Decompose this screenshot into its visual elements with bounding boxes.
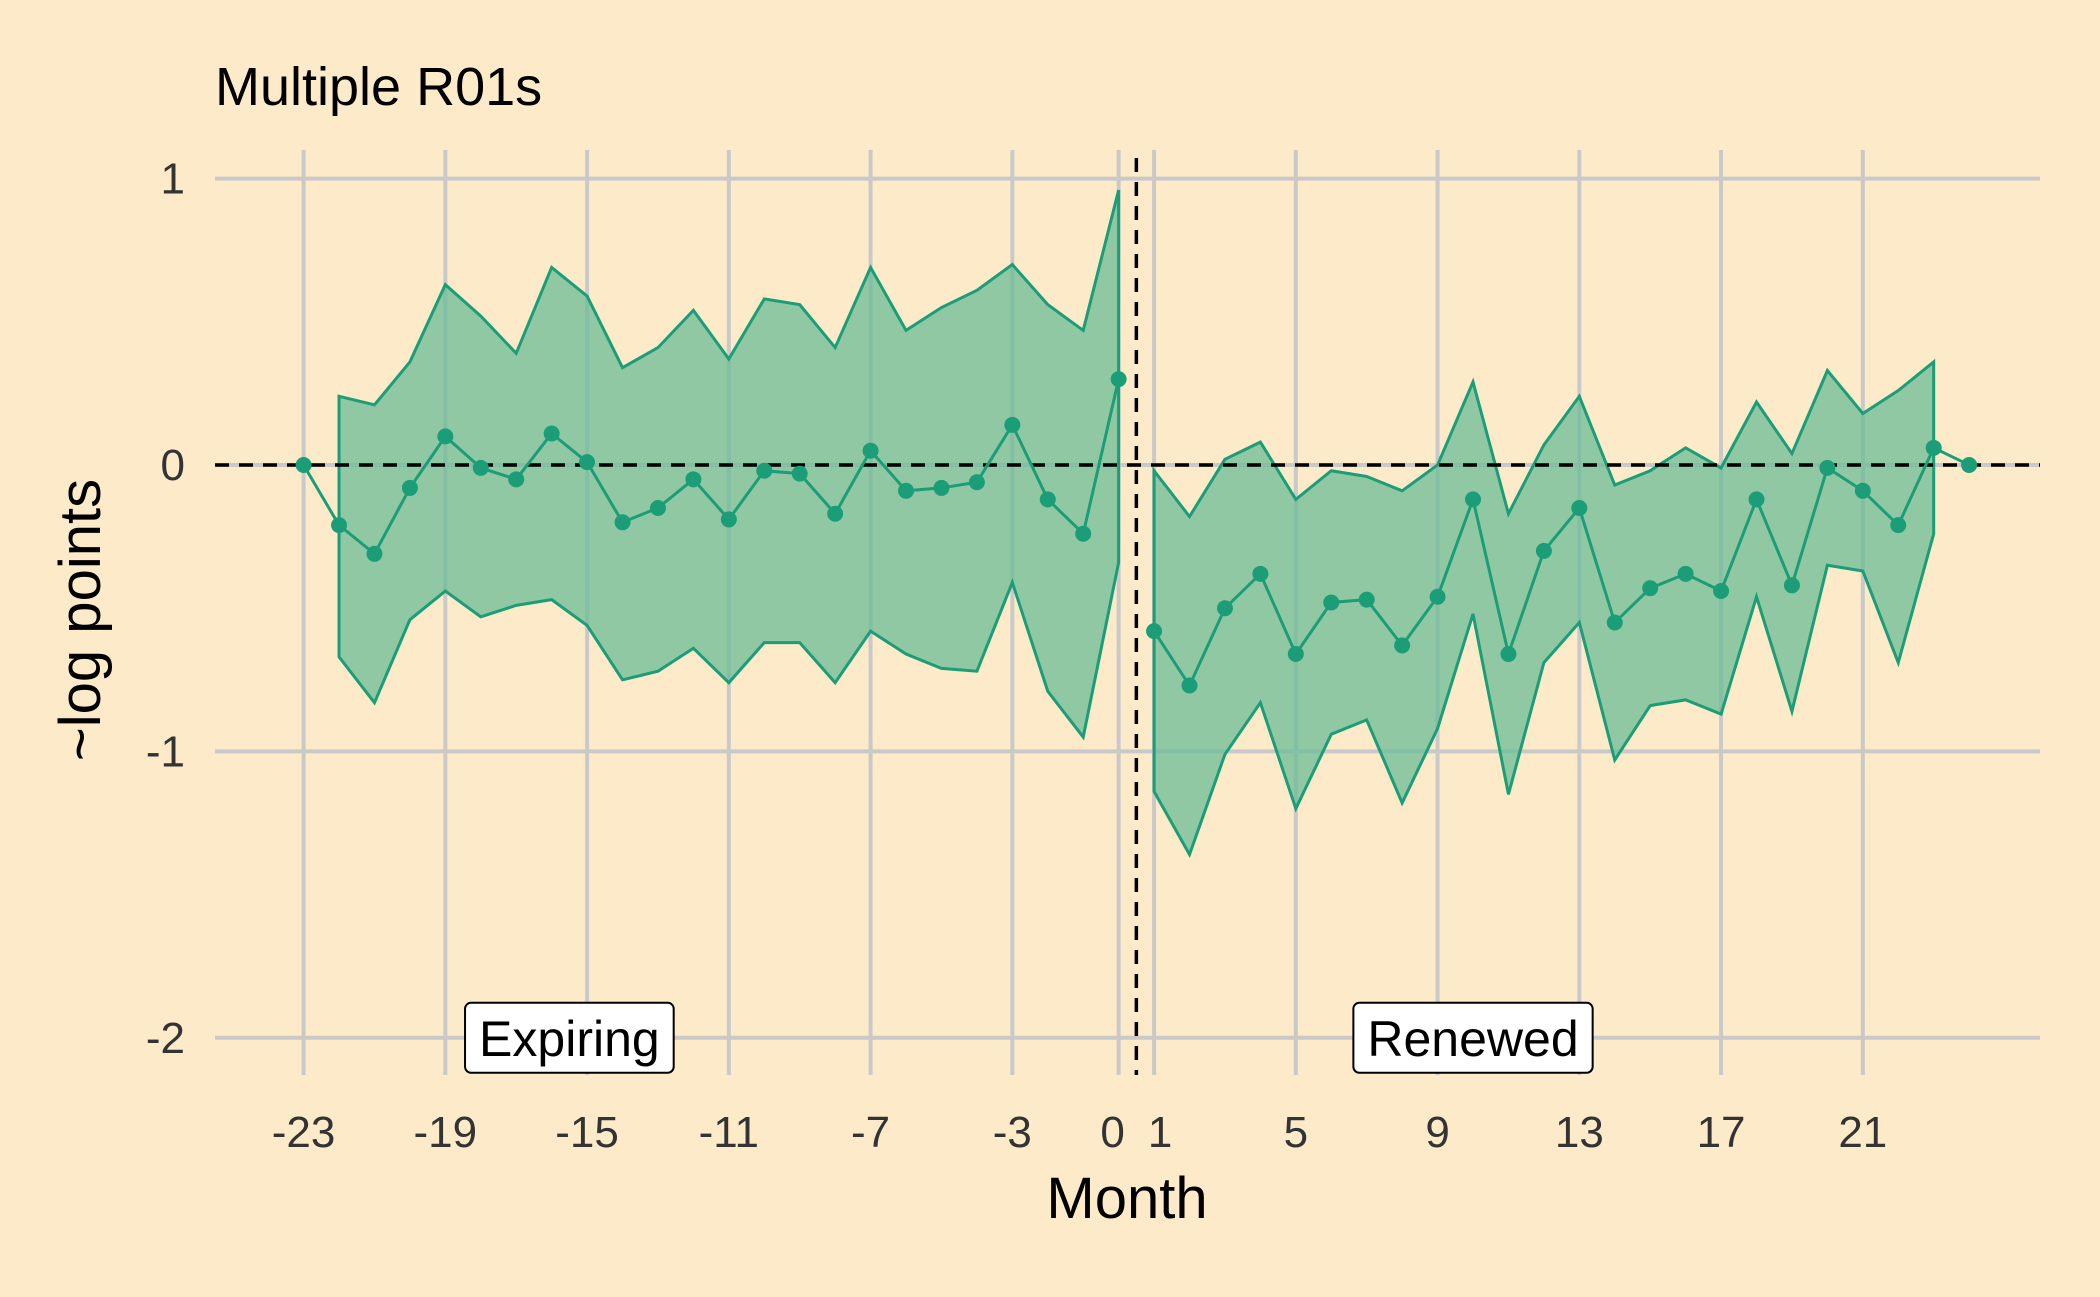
estimate-point [1642, 580, 1659, 597]
estimate-point [1713, 583, 1730, 600]
y-axis-title: ~log points [48, 479, 113, 761]
x-tick-label: -15 [555, 1108, 619, 1157]
estimate-point [614, 514, 631, 531]
estimate-point [1252, 565, 1269, 582]
estimate-point [968, 474, 985, 491]
tick-labels: 10-1-2-23 -19 -15 -11 -7 -3 0 1 5 9 13 17 21 [146, 155, 1887, 1157]
x-axis-title: Month [1046, 1166, 1207, 1231]
estimate-point [366, 545, 383, 562]
x-tick-label: 17 [1697, 1108, 1746, 1157]
estimate-points [295, 371, 1978, 694]
estimate-point [1748, 491, 1765, 508]
estimate-point [437, 428, 454, 445]
estimate-point [579, 454, 596, 471]
estimate-point [1500, 646, 1517, 663]
estimate-point [1890, 517, 1907, 534]
annotation-box [1352, 1001, 1594, 1074]
x-tick-label: 21 [1838, 1108, 1887, 1157]
estimate-point [1677, 565, 1694, 582]
y-tick-label: 1 [161, 155, 185, 204]
x-tick-label: 5 [1284, 1108, 1308, 1157]
annotation-label: Renewed [1352, 1001, 1594, 1074]
estimate-point [331, 517, 348, 534]
x-tick-label: -11 [699, 1108, 759, 1157]
estimate-point [1819, 459, 1836, 476]
estimate-point [862, 442, 879, 459]
estimate-point [1181, 677, 1198, 694]
annotation-label: Expiring [464, 1001, 675, 1074]
estimate-point [1287, 646, 1304, 663]
estimate-point [295, 457, 312, 474]
estimate-point [1925, 439, 1942, 456]
estimate-point [1535, 542, 1552, 559]
chart-title: Multiple R01s [215, 57, 542, 117]
annotation-text: Renewed [1367, 1011, 1578, 1067]
estimate-point [1075, 525, 1092, 542]
estimate-point [1606, 614, 1623, 631]
estimate-line-pre [302, 378, 1121, 557]
estimate-point [685, 471, 702, 488]
estimate-point [1110, 371, 1127, 388]
x-tick-label: -3 [993, 1108, 1032, 1157]
estimate-point [827, 505, 844, 522]
annotation-box [464, 1001, 675, 1074]
ci-band-post [1152, 358, 1936, 859]
estimate-point [508, 471, 525, 488]
x-tick-label: -7 [851, 1108, 890, 1157]
estimate-point [1429, 588, 1446, 605]
estimate-point [1961, 457, 1978, 474]
estimate-point [649, 499, 666, 516]
x-tick-label: -23 [272, 1108, 336, 1157]
estimate-point [1571, 499, 1588, 516]
y-tick-label: -1 [146, 727, 185, 776]
estimate-point [1004, 416, 1021, 433]
x-tick-label: 13 [1555, 1108, 1604, 1157]
estimate-point [1854, 482, 1871, 499]
estimate-point [543, 425, 560, 442]
estimate-point [1465, 491, 1482, 508]
estimate-point [1216, 600, 1233, 617]
x-tick-label: 9 [1425, 1108, 1449, 1157]
y-tick-label: -2 [146, 1014, 185, 1063]
y-tick-label: 0 [161, 441, 185, 490]
estimate-point [1146, 623, 1163, 640]
estimate-point [401, 479, 418, 496]
estimate-point [898, 482, 915, 499]
estimate-point [1358, 591, 1375, 608]
x-tick-label: -19 [414, 1108, 478, 1157]
estimate-point [1323, 594, 1340, 611]
x-tick-label: 1 [1148, 1108, 1172, 1157]
estimate-point [791, 465, 808, 482]
annotations: Expiring Renewed [464, 1001, 1594, 1074]
estimate-point [472, 459, 489, 476]
reference-lines [215, 158, 2040, 1075]
estimate-point [720, 511, 737, 528]
estimate-point [1039, 491, 1056, 508]
annotation-text: Expiring [479, 1011, 660, 1067]
x-tick-label: 0 [1100, 1108, 1124, 1157]
estimate-point [933, 479, 950, 496]
estimate-point [1783, 577, 1800, 594]
estimate-point [756, 462, 773, 479]
estimate-point [1394, 637, 1411, 654]
